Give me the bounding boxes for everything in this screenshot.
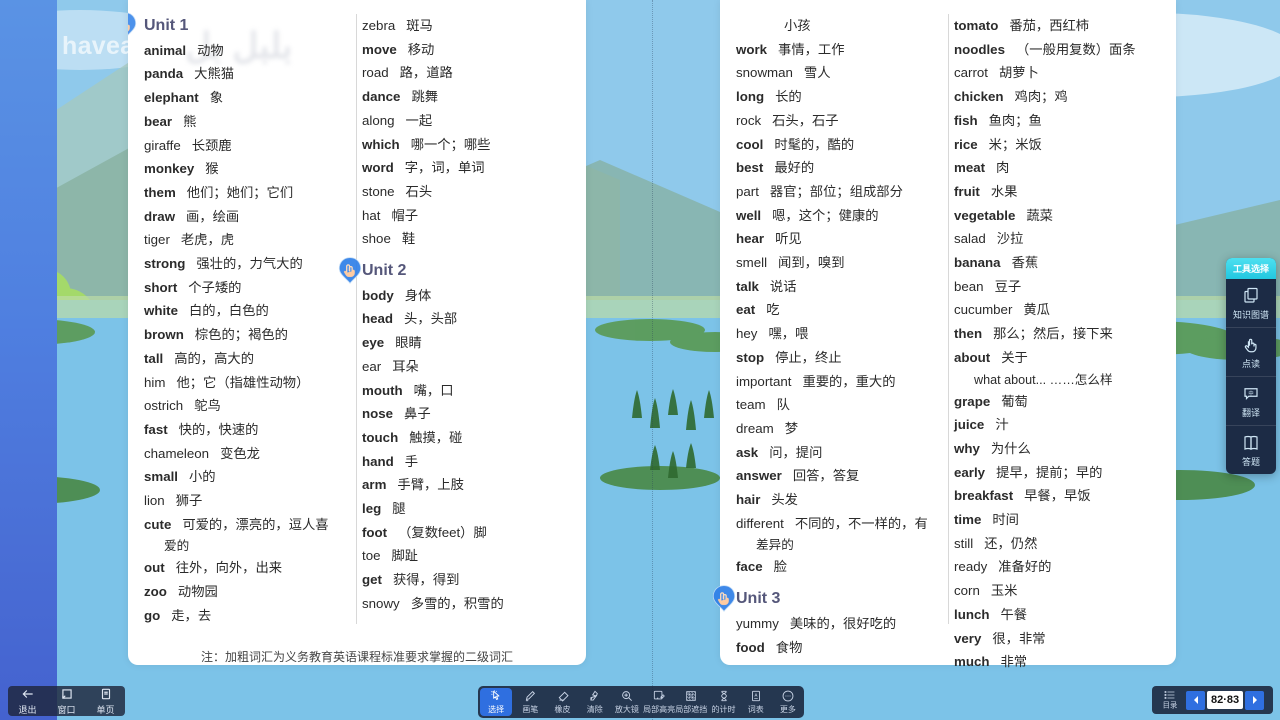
svg-text:中: 中 — [1248, 389, 1253, 397]
svg-text:A: A — [754, 693, 758, 698]
